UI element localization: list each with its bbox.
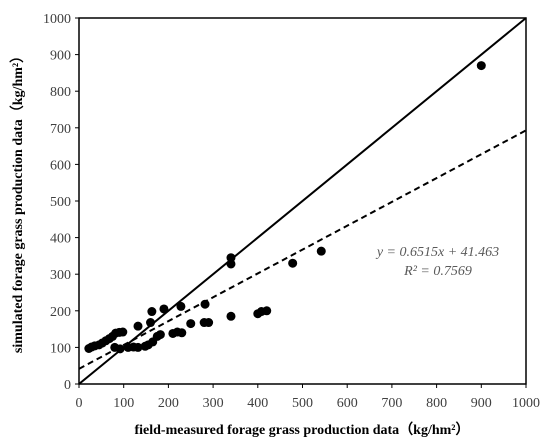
x-axis-title: field-measured forage grass production d…: [134, 422, 469, 438]
data-point: [115, 344, 125, 354]
data-point: [118, 327, 128, 337]
data-point: [186, 319, 196, 329]
data-point: [316, 246, 326, 256]
data-points: [84, 61, 486, 354]
data-point: [133, 321, 143, 331]
x-tick-label: 500: [292, 396, 313, 411]
y-tick-label: 800: [50, 85, 71, 100]
x-tick-label: 100: [113, 396, 134, 411]
x-tick-label: 1000: [512, 396, 540, 411]
regression-line: [78, 129, 527, 370]
data-point: [146, 318, 156, 328]
data-point: [226, 253, 236, 263]
x-tick-label: 0: [76, 396, 83, 411]
data-point: [200, 299, 210, 309]
data-point: [155, 330, 165, 340]
data-point: [476, 61, 486, 71]
data-point: [176, 301, 186, 311]
one-to-one-line: [78, 17, 527, 385]
x-axis-ticks: 0 100 200 300 400 500 600 700 800 900 1000: [76, 384, 540, 411]
y-tick-label: 0: [64, 378, 71, 393]
data-point: [147, 307, 157, 317]
y-tick-label: 100: [50, 341, 71, 356]
x-tick-label: 900: [471, 396, 492, 411]
y-tick-label: 300: [50, 268, 71, 283]
data-point: [226, 311, 236, 321]
regression-equation: y = 0.6515x + 41.463: [375, 245, 499, 260]
data-point: [262, 306, 272, 316]
fit-lines: [78, 17, 527, 385]
data-point: [204, 318, 214, 328]
x-tick-label: 300: [203, 396, 224, 411]
y-tick-label: 900: [50, 49, 71, 64]
y-tick-label: 500: [50, 195, 71, 210]
data-point: [159, 304, 169, 314]
y-axis-title: simulated forage grass production data（k…: [10, 49, 26, 353]
x-tick-label: 400: [247, 396, 268, 411]
x-tick-label: 600: [337, 396, 358, 411]
data-point: [288, 258, 298, 268]
x-tick-label: 800: [426, 396, 447, 411]
data-point: [133, 342, 143, 352]
x-tick-label: 200: [158, 396, 179, 411]
y-tick-label: 1000: [43, 12, 71, 27]
r-squared: R² = 0.7569: [403, 264, 472, 279]
y-tick-label: 600: [50, 158, 71, 173]
data-point: [226, 259, 236, 269]
y-axis-ticks: 0 100 200 300 400 500 600 700 800 900 1000: [43, 12, 79, 393]
y-tick-label: 700: [50, 122, 71, 137]
x-tick-label: 700: [381, 396, 402, 411]
y-tick-label: 400: [50, 232, 71, 247]
data-point: [177, 328, 187, 338]
y-tick-label: 200: [50, 305, 71, 320]
